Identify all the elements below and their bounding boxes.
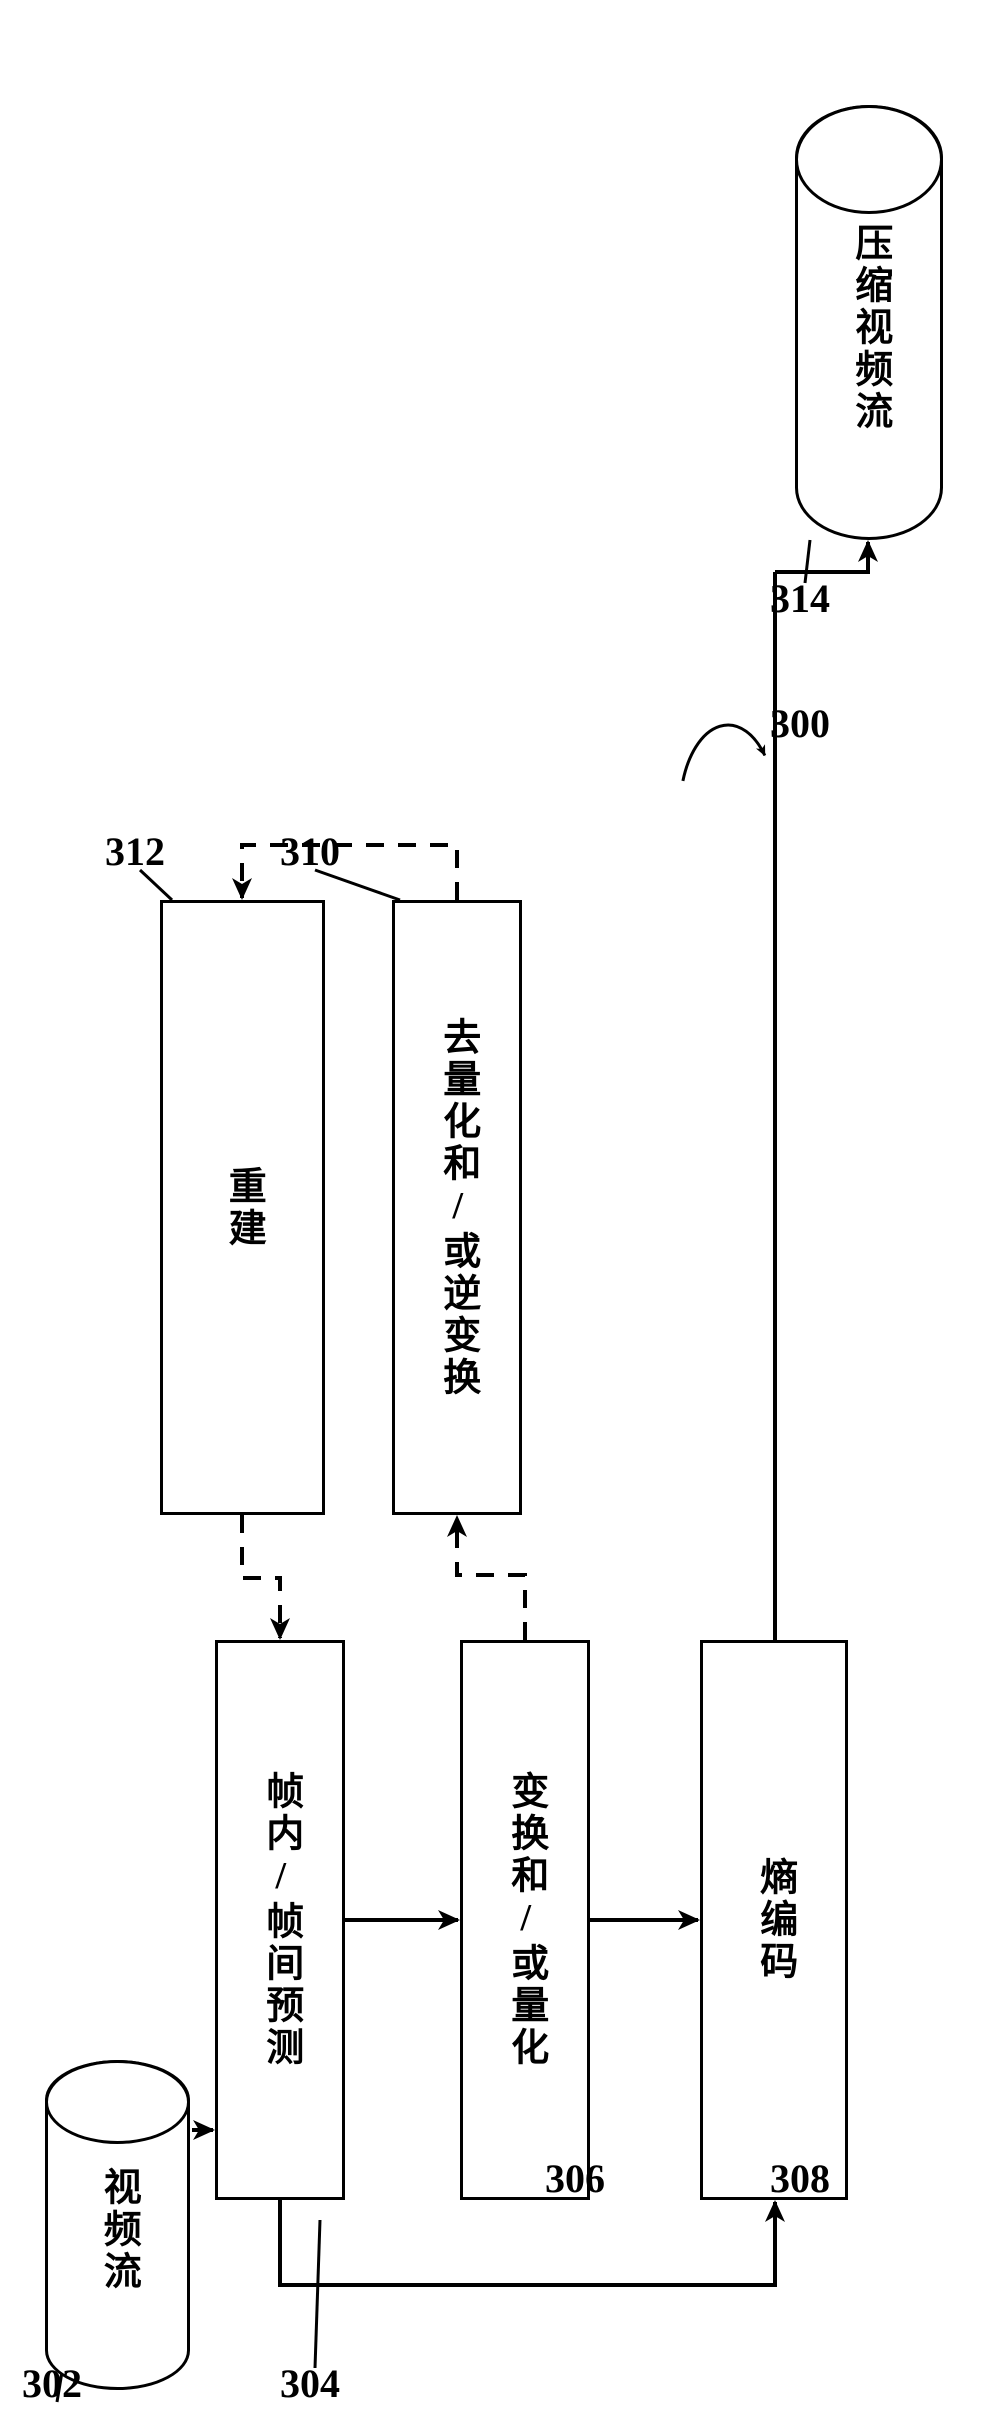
node-compressed: 压缩视频流 bbox=[795, 105, 943, 540]
node-entropy: 熵编码 bbox=[700, 1640, 848, 2200]
node-label-prediction: 帧内/帧间预测 bbox=[257, 1771, 303, 2069]
node-prediction: 帧内/帧间预测 bbox=[215, 1640, 345, 2200]
ref-label-312: 312 bbox=[105, 828, 165, 875]
block-diagram: 视频流 帧内/帧间预测 变换和/或量化 熵编码 去量化和/或逆变换 重建 压缩视频流 300… bbox=[0, 0, 991, 2423]
ref-label-302: 302 bbox=[22, 2360, 82, 2407]
ref-label-306: 306 bbox=[545, 2155, 605, 2202]
ref-label-310: 310 bbox=[280, 828, 340, 875]
node-label-compressed: 压缩视频流 bbox=[846, 223, 892, 433]
node-label-transform: 变换和/或量化 bbox=[502, 1771, 548, 2069]
node-label-recon: 重建 bbox=[220, 1166, 266, 1250]
node-label-dequant: 去量化和/或逆变换 bbox=[434, 1017, 480, 1399]
node-transform: 变换和/或量化 bbox=[460, 1640, 590, 2200]
node-label-entropy: 熵编码 bbox=[751, 1857, 797, 1983]
node-dequant: 去量化和/或逆变换 bbox=[392, 900, 522, 1515]
ref-label-304: 304 bbox=[280, 2360, 340, 2407]
ref-label-314: 314 bbox=[770, 575, 830, 622]
node-recon: 重建 bbox=[160, 900, 325, 1515]
ref-label-300: 300 bbox=[770, 700, 830, 747]
ref-label-308: 308 bbox=[770, 2155, 830, 2202]
node-label-video_stream: 视频流 bbox=[95, 2167, 141, 2293]
node-video_stream: 视频流 bbox=[45, 2060, 190, 2390]
